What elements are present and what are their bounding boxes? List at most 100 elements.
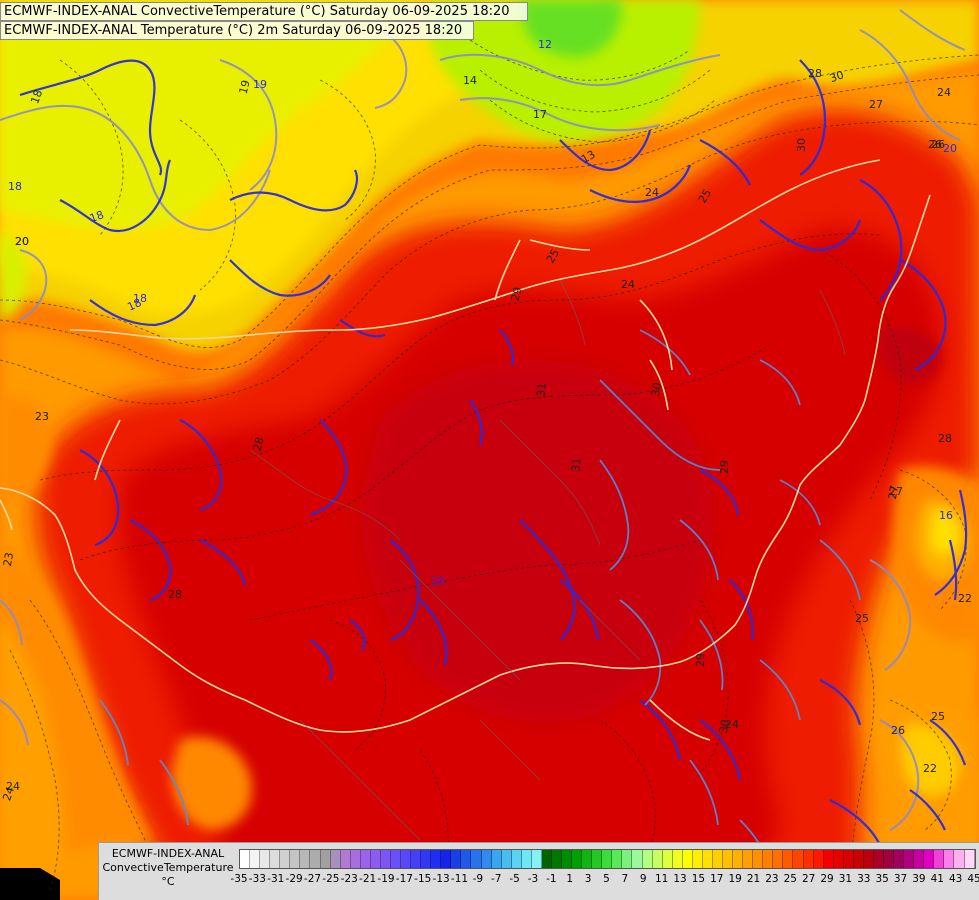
legend-swatch bbox=[612, 850, 623, 868]
map-title-line-1: ECMWF-INDEX-ANAL ConvectiveTemperature (… bbox=[0, 2, 528, 21]
temperature-2m-blue-isolines bbox=[19, 59, 968, 846]
legend-tick-label: 7 bbox=[621, 873, 629, 885]
contour-label: 24 bbox=[621, 278, 635, 291]
contour-label: 18 bbox=[133, 292, 147, 305]
legend-swatch bbox=[290, 850, 301, 868]
legend-swatch bbox=[360, 850, 371, 868]
legend-swatch bbox=[642, 850, 653, 868]
legend-swatch bbox=[411, 850, 422, 868]
legend-swatch bbox=[330, 850, 341, 868]
legend-swatch bbox=[702, 850, 713, 868]
contour-label: 19 bbox=[253, 78, 267, 91]
contour-label: 18 bbox=[8, 180, 22, 193]
legend-swatch bbox=[632, 850, 643, 868]
contour-label: 24 bbox=[937, 86, 951, 99]
legend-swatch bbox=[451, 850, 462, 868]
legend-tick-labels: -35 -33 -31 -29 -27 -25 -23 -21 -19 -17 -15 -13 -11-… bbox=[230, 873, 979, 889]
legend-swatch bbox=[592, 850, 603, 868]
legend-swatch bbox=[723, 850, 734, 868]
contour-label: 27 bbox=[869, 98, 883, 111]
color-legend: ECMWF-INDEX-ANAL ConvectiveTemperature °… bbox=[98, 842, 979, 900]
legend-swatch bbox=[300, 850, 311, 868]
contour-label: 28 bbox=[168, 588, 182, 601]
legend-swatch bbox=[914, 850, 925, 868]
legend-unit: °C bbox=[161, 875, 175, 888]
legend-tick-label: 41 bbox=[930, 873, 944, 885]
legend-swatch bbox=[250, 850, 261, 868]
legend-tick-label: -1 bbox=[546, 873, 557, 885]
legend-swatch bbox=[954, 850, 965, 868]
contour-label: 22 bbox=[923, 762, 937, 775]
legend-tick-label: -23 bbox=[340, 873, 358, 885]
legend-caption: ECMWF-INDEX-ANAL ConvectiveTemperature °… bbox=[99, 847, 237, 889]
legend-swatch bbox=[541, 850, 552, 868]
legend-tick-label: -21 bbox=[359, 873, 377, 885]
contour-label: 30 bbox=[717, 718, 732, 734]
legend-tick-label: 33 bbox=[857, 873, 871, 885]
legend-swatch bbox=[310, 850, 321, 868]
legend-tick-label: 9 bbox=[639, 873, 647, 885]
contour-label: 20 bbox=[15, 235, 29, 248]
legend-swatch bbox=[894, 850, 905, 868]
legend-swatch bbox=[884, 850, 895, 868]
legend-tick-label: 21 bbox=[746, 873, 761, 885]
legend-tick-label: 37 bbox=[893, 873, 908, 885]
legend-swatch bbox=[390, 850, 401, 868]
legend-swatch bbox=[692, 850, 703, 868]
legend-tick-label: -35 bbox=[230, 873, 248, 885]
legend-swatch bbox=[491, 850, 502, 868]
contour-label: 22 bbox=[958, 592, 972, 605]
contour-label: 25 bbox=[544, 247, 562, 266]
legend-tick-label: 15 bbox=[691, 873, 706, 885]
legend-swatch bbox=[551, 850, 562, 868]
legend-tick-label: 1 bbox=[566, 873, 574, 885]
legend-swatch bbox=[904, 850, 915, 868]
contour-label: 29 bbox=[509, 286, 525, 303]
legend-swatch bbox=[572, 850, 583, 868]
legend-swatch bbox=[471, 850, 482, 868]
contour-label: 12 bbox=[538, 38, 552, 51]
contour-label: 14 bbox=[463, 74, 477, 87]
legend-swatch bbox=[863, 850, 874, 868]
legend-swatch bbox=[280, 850, 291, 868]
legend-tick-label: -27 bbox=[303, 873, 322, 885]
legend-swatch bbox=[511, 850, 522, 868]
legend-swatch bbox=[622, 850, 633, 868]
legend-tick-label: -7 bbox=[491, 873, 502, 885]
legend-swatch bbox=[712, 850, 723, 868]
region-lines bbox=[249, 279, 846, 841]
legend-tick-label: 25 bbox=[783, 873, 797, 885]
legend-tick-label: 23 bbox=[765, 873, 779, 885]
legend-swatch bbox=[461, 850, 472, 868]
legend-swatch bbox=[783, 850, 794, 868]
contour-label: 31 bbox=[534, 382, 548, 397]
legend-swatch bbox=[682, 850, 693, 868]
legend-swatch bbox=[803, 850, 814, 868]
legend-swatch bbox=[843, 850, 854, 868]
contour-label: 24 bbox=[725, 718, 739, 731]
contour-label: 23 bbox=[35, 410, 49, 423]
legend-tick-label: -29 bbox=[285, 873, 303, 885]
legend-tick-label: -3 bbox=[527, 873, 539, 885]
legend-swatch bbox=[602, 850, 613, 868]
contour-label: 20 bbox=[431, 575, 445, 588]
contour-label: 27 bbox=[889, 485, 903, 498]
legend-tick-label: -33 bbox=[248, 873, 266, 885]
contour-label: 25 bbox=[931, 710, 945, 723]
legend-swatch bbox=[733, 850, 744, 868]
legend-swatch bbox=[562, 850, 573, 868]
legend-tick-label: -25 bbox=[322, 873, 340, 885]
legend-swatch bbox=[370, 850, 381, 868]
legend-swatch bbox=[743, 850, 754, 868]
contour-label: 18 bbox=[28, 88, 45, 106]
contour-label: 26 bbox=[891, 724, 905, 737]
legend-tick-label: -15 bbox=[414, 873, 432, 885]
legend-tick-label: -19 bbox=[377, 873, 395, 885]
legend-swatch bbox=[481, 850, 492, 868]
legend-tick-label: 29 bbox=[820, 873, 834, 885]
legend-swatch bbox=[340, 850, 351, 868]
legend-swatch bbox=[350, 850, 361, 868]
legend-swatch bbox=[964, 850, 975, 868]
legend-swatch bbox=[652, 850, 663, 868]
legend-swatch bbox=[320, 850, 331, 868]
